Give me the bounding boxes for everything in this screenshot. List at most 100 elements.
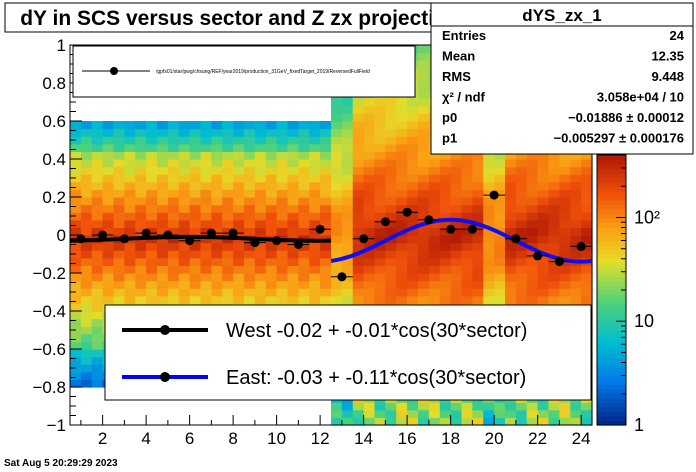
x-tick-label: 24 xyxy=(572,429,591,448)
y-tick-label: −0.4 xyxy=(32,302,66,321)
color-scale-bin xyxy=(597,276,626,282)
color-scale-bin xyxy=(597,353,626,359)
color-scale-bin xyxy=(597,398,626,404)
data-point xyxy=(380,217,390,227)
stats-value: 24 xyxy=(670,28,685,43)
legend-top: /gpfs01/star/pwg/chsung/REF/year2019/pro… xyxy=(72,45,416,98)
stats-value: 12.35 xyxy=(651,49,684,64)
x-tick-label: 2 xyxy=(98,429,107,448)
color-scale: 1 10 10² xyxy=(596,154,660,435)
color-scale-bin xyxy=(597,420,626,426)
data-point xyxy=(402,207,412,217)
x-tick-label: 12 xyxy=(311,429,330,448)
color-scale-bin xyxy=(597,326,626,332)
legend-west-marker xyxy=(160,325,170,335)
data-point xyxy=(119,234,129,244)
data-point xyxy=(228,228,238,238)
color-scale-bin xyxy=(597,321,626,327)
color-scale-bin xyxy=(597,339,626,345)
color-scale-bin xyxy=(597,155,626,161)
data-point xyxy=(511,234,521,244)
y-tick-label: 0.4 xyxy=(42,150,66,169)
color-scale-bin xyxy=(597,357,626,363)
color-scale-bin xyxy=(597,312,626,318)
z-tick-label: 10 xyxy=(634,311,654,331)
color-scale-bin xyxy=(597,204,626,210)
data-point xyxy=(250,238,260,248)
color-scale-bin xyxy=(597,335,626,341)
color-scale-bin xyxy=(597,281,626,287)
y-tick-label: −0.8 xyxy=(32,378,66,397)
timestamp: Sat Aug 5 20:29:29 2023 xyxy=(4,458,118,469)
y-tick-label: 0 xyxy=(57,226,66,245)
color-scale-bin xyxy=(597,173,626,179)
y-tick-label: 0.2 xyxy=(42,188,66,207)
stats-value: −0.01886 ± 0.00012 xyxy=(568,110,684,125)
color-scale-bin xyxy=(597,380,626,386)
color-scale-bin xyxy=(597,308,626,314)
color-scale-bin xyxy=(597,245,626,251)
data-points xyxy=(70,190,592,282)
color-scale-bin xyxy=(597,371,626,377)
color-scale-bin xyxy=(597,411,626,417)
axes: 2 4 6 8 10 12 14 16 18 20 22 24−1−0.8−0.6−0.4−0.200… xyxy=(32,36,590,448)
data-point xyxy=(163,230,173,240)
data-point xyxy=(293,240,303,249)
y-tick-label: −0.6 xyxy=(32,340,66,359)
x-tick-label: 4 xyxy=(141,429,150,448)
z-tick-label: 10² xyxy=(634,207,660,227)
x-tick-label: 20 xyxy=(485,429,504,448)
x-tick-label: 18 xyxy=(441,429,460,448)
color-scale-bin xyxy=(597,159,626,165)
stats-label: Mean xyxy=(442,49,475,64)
color-scale-bin xyxy=(597,182,626,188)
x-tick-label: 6 xyxy=(185,429,194,448)
color-scale-bin xyxy=(597,186,626,192)
stats-label: Entries xyxy=(442,28,486,43)
color-scale-bin xyxy=(597,240,626,246)
chart-title: dY in SCS versus sector and Z zx project… xyxy=(20,7,460,30)
color-scale-bin xyxy=(597,272,626,278)
y-tick-label: 1 xyxy=(57,36,66,55)
color-scale-bin xyxy=(597,294,626,300)
data-point xyxy=(533,251,543,261)
x-tick-label: 14 xyxy=(354,429,373,448)
color-scale-bin xyxy=(597,191,626,197)
y-tick-label: −0.2 xyxy=(32,264,66,283)
data-point xyxy=(141,228,151,238)
stats-label: χ² / ndf xyxy=(442,90,486,105)
data-point xyxy=(467,224,477,234)
data-point xyxy=(272,236,282,246)
data-point xyxy=(315,224,325,234)
color-scale-bin xyxy=(597,267,626,273)
color-scale-bin xyxy=(597,317,626,323)
title-box xyxy=(4,2,476,33)
color-scale-bin xyxy=(597,263,626,269)
color-scale-bin xyxy=(597,249,626,255)
y-tick-label: −1 xyxy=(47,416,66,435)
color-scale-bin xyxy=(597,195,626,201)
stats-name: dYS_zx_1 xyxy=(522,6,601,25)
color-scale-bin xyxy=(597,344,626,350)
x-tick-label: 16 xyxy=(398,429,417,448)
color-scale-bin xyxy=(597,407,626,413)
color-scale-bin xyxy=(597,213,626,219)
y-tick-label: 0.8 xyxy=(42,74,66,93)
legend-top-text: /gpfs01/star/pwg/chsung/REF/year2019/pro… xyxy=(156,69,370,75)
color-scale-bin xyxy=(597,222,626,228)
data-point xyxy=(98,230,108,240)
color-scale-bin xyxy=(597,393,626,399)
legend-bottom: West -0.02 + -0.01*cos(30*sector) East: … xyxy=(104,304,592,401)
color-scale-bin xyxy=(597,384,626,390)
color-scale-bin xyxy=(597,209,626,215)
color-scale-bin xyxy=(597,227,626,233)
color-scale-bin xyxy=(597,366,626,372)
color-scale-bin xyxy=(597,200,626,206)
y-tick-label: 0.6 xyxy=(42,112,66,131)
stats-label: RMS xyxy=(442,69,471,84)
color-scale-bin xyxy=(597,236,626,242)
stats-label: p1 xyxy=(442,131,457,146)
color-scale-bin xyxy=(597,402,626,408)
stats-value: 3.058e+04 / 10 xyxy=(597,90,684,105)
